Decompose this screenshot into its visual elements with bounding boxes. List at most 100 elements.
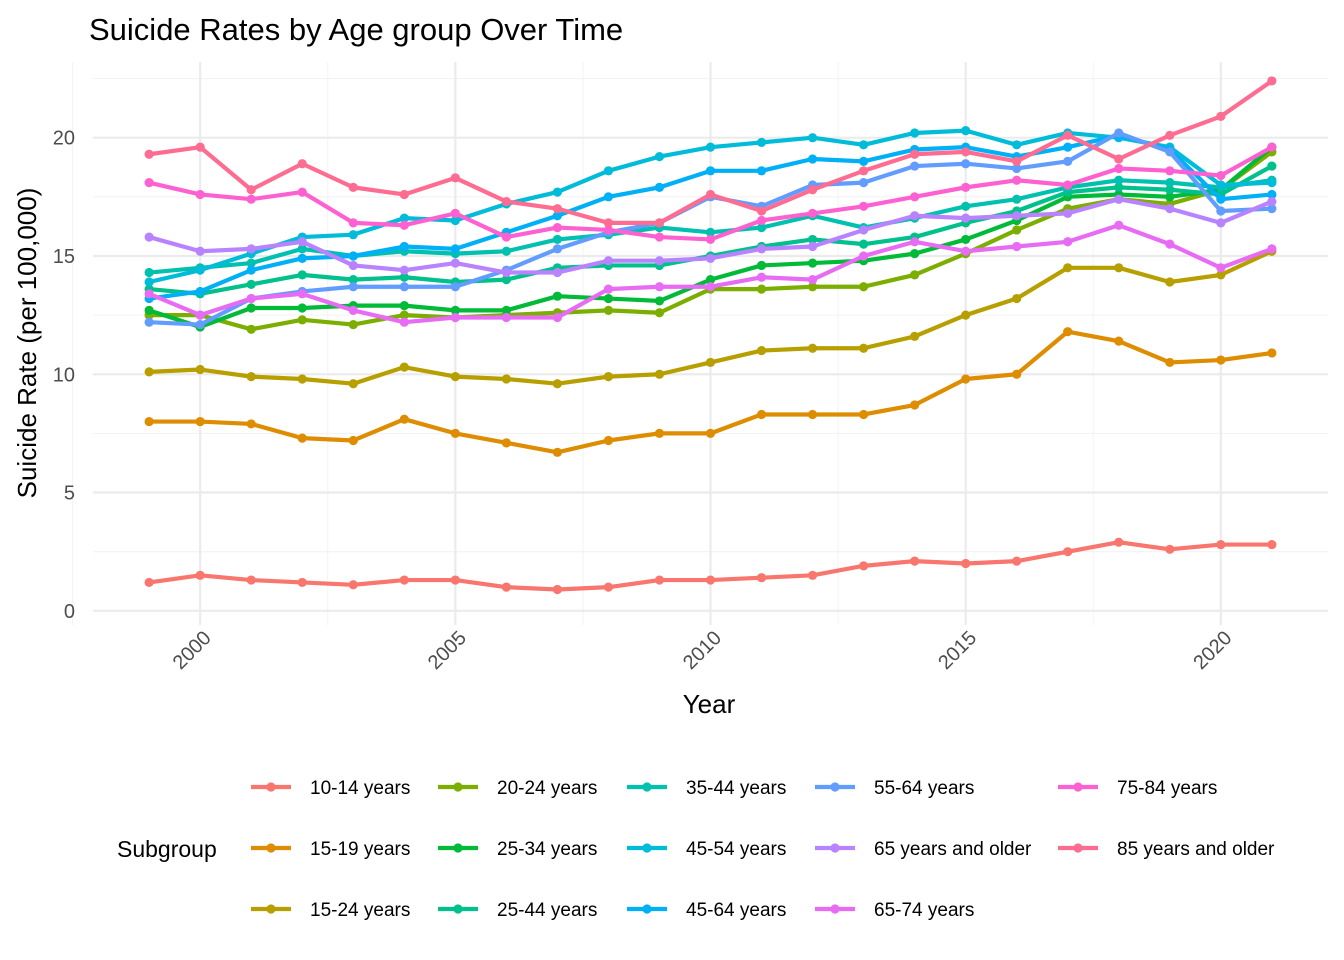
x-axis-ticks: 2000 2005 2010 2015 2020 [169,627,1237,674]
data-point [297,244,307,254]
legend-label: 10-14 years [310,778,410,799]
data-point [399,414,409,424]
data-point [1012,225,1022,235]
series-45-54-years [144,126,1277,287]
series-65-years-and-older [144,194,1277,278]
data-point [961,201,971,211]
data-point [1114,175,1124,185]
data-point [450,428,460,438]
data-point [1114,336,1124,346]
data-point [552,244,563,254]
data-point [1063,156,1073,166]
data-point [1216,218,1226,228]
data-point [501,267,511,278]
data-point [1165,185,1175,195]
data-point [756,284,767,294]
legend-key-point [266,782,276,792]
data-point [1267,76,1277,86]
legend-key-point [830,904,840,914]
data-point [858,140,869,150]
data-point [603,256,614,266]
data-point [450,312,460,323]
data-point [756,137,767,148]
data-point [910,149,920,159]
legend-label: 55-64 years [874,778,974,799]
data-point [144,289,154,299]
data-point [399,265,409,275]
data-point [195,570,205,580]
data-point [603,284,614,294]
data-point [450,372,460,382]
data-point [603,305,614,315]
data-point [807,258,818,268]
data-point [399,575,409,585]
x-tick-label: 2020 [1189,627,1236,674]
y-tick-label: 0 [64,601,75,623]
legend-label: 45-64 years [686,900,786,921]
data-point [399,272,409,282]
legend-label: 20-24 years [497,778,597,799]
data-point [807,570,818,580]
chart-title: Suicide Rates by Age group Over Time [89,12,623,47]
data-point [910,237,920,247]
data-point [705,253,716,263]
data-point [450,215,460,226]
data-point [297,577,307,588]
legend-key-point [642,843,652,853]
data-point [399,282,409,292]
legend-item: 75-84 years [1058,778,1217,799]
data-point [1012,175,1022,185]
y-tick-label: 5 [64,483,75,505]
data-point [246,185,256,195]
data-point [348,435,358,446]
data-point [144,317,154,327]
data-point [1267,204,1277,214]
data-point [246,575,256,585]
data-point [961,246,971,256]
data-point [654,232,665,242]
y-tick-label: 10 [53,364,75,386]
data-point [1063,237,1073,247]
legend-key-point [1073,782,1083,792]
data-point [858,225,869,235]
data-point [1114,537,1124,547]
data-point [552,211,563,221]
data-point [654,369,665,379]
data-point [1165,130,1175,140]
data-point [1012,241,1022,252]
data-point [399,220,409,230]
series-85-years-and-older [144,76,1277,228]
data-point [246,279,256,289]
data-point [603,582,614,592]
data-point [552,222,563,233]
data-point [910,331,920,342]
data-point [961,234,971,245]
data-point [348,260,358,271]
data-point [705,189,716,200]
data-point [961,374,971,384]
data-point [552,204,563,214]
data-point [348,275,358,285]
data-point [858,178,869,188]
data-point [399,362,409,372]
data-point [552,234,563,245]
legend-label: 65-74 years [874,900,974,921]
legend-label: 85 years and older [1117,839,1275,860]
data-point [552,267,563,278]
data-point [246,293,256,304]
legend-item: 15-24 years [251,900,410,921]
data-point [297,374,307,384]
data-point [1216,170,1226,181]
data-point [756,272,767,282]
data-point [807,185,818,195]
data-point [654,218,665,228]
data-point [603,166,614,176]
data-point [756,260,767,271]
legend-item: 35-44 years [627,778,786,799]
data-point [1216,263,1226,273]
plot-area [72,62,1328,625]
data-point [1267,161,1277,171]
data-point [1063,327,1073,337]
data-point [1114,154,1124,164]
data-point [756,345,767,356]
